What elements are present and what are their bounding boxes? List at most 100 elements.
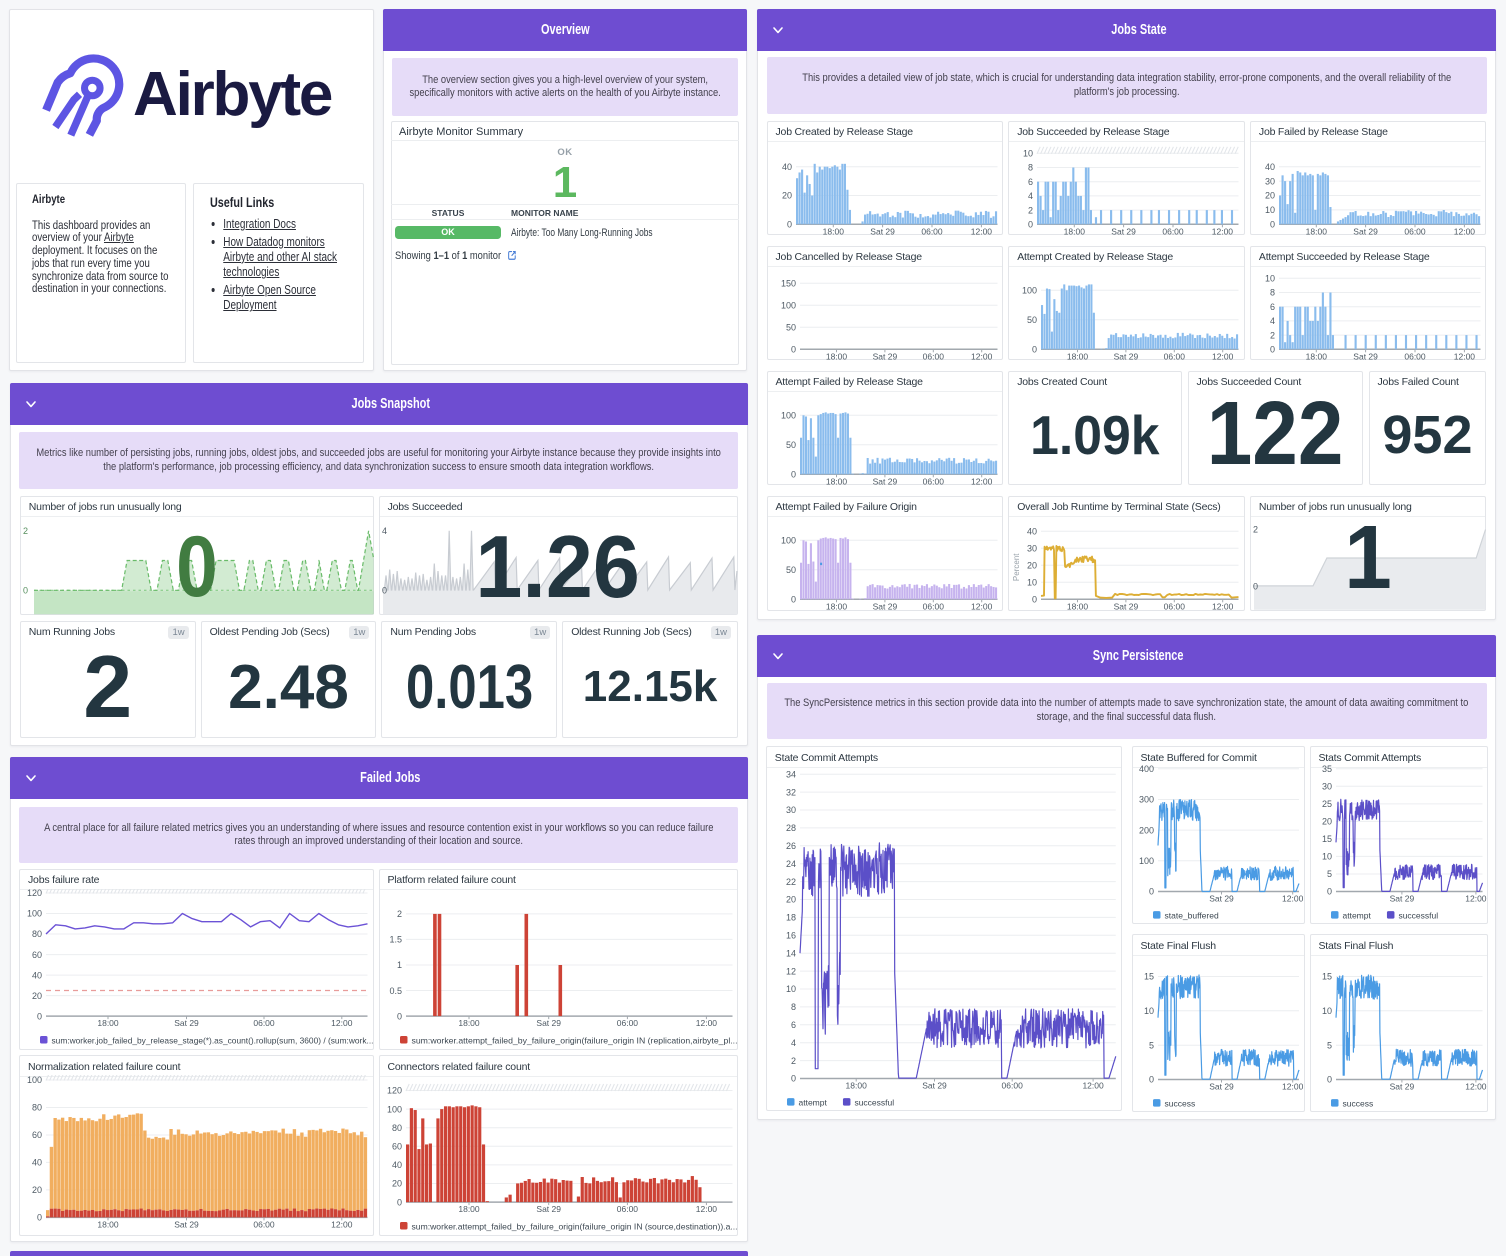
svg-text:06:00: 06:00 — [922, 601, 944, 611]
svg-text:Sat 29: Sat 29 — [1209, 1082, 1234, 1092]
svg-text:0: 0 — [23, 585, 28, 595]
svg-text:sum:worker.attempt_failed_by_f: sum:worker.attempt_failed_by_failure_ori… — [411, 1035, 737, 1045]
svg-text:attempt: attempt — [1342, 911, 1371, 921]
svg-text:30: 30 — [1321, 782, 1331, 792]
svg-text:80: 80 — [391, 1123, 401, 1133]
svg-text:Sat 29: Sat 29 — [536, 1204, 561, 1214]
svg-text:20: 20 — [32, 1185, 42, 1195]
svg-text:6: 6 — [1028, 176, 1033, 186]
svg-text:15: 15 — [1321, 834, 1331, 844]
svg-text:4: 4 — [1270, 316, 1275, 326]
svg-text:18:00: 18:00 — [1306, 226, 1328, 236]
svg-text:12:00: 12:00 — [971, 601, 993, 611]
svg-text:0: 0 — [791, 1074, 796, 1084]
svg-text:12:00: 12:00 — [1212, 351, 1234, 361]
svg-text:Sat 29: Sat 29 — [1353, 226, 1378, 236]
svg-text:0: 0 — [1270, 219, 1275, 229]
svg-text:12:00: 12:00 — [971, 476, 993, 486]
svg-text:24: 24 — [786, 859, 796, 869]
svg-text:150: 150 — [780, 278, 795, 288]
svg-text:30: 30 — [1027, 543, 1037, 553]
svg-text:20: 20 — [1265, 190, 1275, 200]
svg-text:0: 0 — [1326, 1075, 1331, 1085]
svg-text:12:00: 12:00 — [971, 351, 993, 361]
svg-text:0: 0 — [1326, 887, 1331, 897]
svg-text:Sat 29: Sat 29 — [1111, 226, 1136, 236]
svg-text:6: 6 — [791, 1020, 796, 1030]
svg-text:0: 0 — [382, 585, 387, 595]
svg-text:14: 14 — [786, 949, 796, 959]
svg-text:Sat 29: Sat 29 — [1114, 351, 1139, 361]
svg-text:34: 34 — [786, 770, 796, 780]
svg-text:18:00: 18:00 — [1306, 351, 1328, 361]
svg-text:5: 5 — [1326, 1041, 1331, 1051]
svg-text:15: 15 — [1143, 972, 1153, 982]
svg-text:12: 12 — [786, 966, 796, 976]
svg-text:5: 5 — [1148, 1041, 1153, 1051]
svg-text:Sat 29: Sat 29 — [1353, 351, 1378, 361]
svg-text:12:00: 12:00 — [1282, 894, 1304, 904]
svg-text:06:00: 06:00 — [616, 1018, 638, 1028]
svg-text:4: 4 — [791, 1038, 796, 1048]
svg-text:100: 100 — [27, 1076, 42, 1086]
svg-text:10: 10 — [1023, 148, 1033, 158]
svg-text:1: 1 — [396, 960, 401, 970]
svg-text:40: 40 — [32, 970, 42, 980]
svg-text:2: 2 — [1028, 205, 1033, 215]
svg-text:40: 40 — [781, 161, 791, 171]
svg-text:18:00: 18:00 — [458, 1204, 480, 1214]
svg-text:0: 0 — [1270, 344, 1275, 354]
svg-text:06:00: 06:00 — [616, 1204, 638, 1214]
svg-text:Sat 29: Sat 29 — [872, 476, 897, 486]
svg-text:100: 100 — [386, 1105, 401, 1115]
svg-text:06:00: 06:00 — [1001, 1081, 1023, 1091]
svg-text:200: 200 — [1138, 825, 1153, 835]
svg-text:0: 0 — [37, 1011, 42, 1021]
svg-text:100: 100 — [1138, 856, 1153, 866]
svg-text:06:00: 06:00 — [922, 351, 944, 361]
svg-text:80: 80 — [32, 929, 42, 939]
svg-text:Sat 29: Sat 29 — [1389, 894, 1414, 904]
svg-text:50: 50 — [785, 322, 795, 332]
svg-text:120: 120 — [386, 1086, 401, 1096]
svg-text:15: 15 — [1321, 972, 1331, 982]
svg-text:10: 10 — [1321, 1006, 1331, 1016]
svg-text:18: 18 — [786, 913, 796, 923]
svg-text:20: 20 — [1027, 560, 1037, 570]
svg-text:06:00: 06:00 — [922, 476, 944, 486]
svg-text:4: 4 — [382, 525, 387, 535]
svg-text:10: 10 — [1027, 577, 1037, 587]
svg-text:12:00: 12:00 — [1454, 351, 1476, 361]
svg-text:100: 100 — [780, 535, 795, 545]
svg-text:26: 26 — [786, 841, 796, 851]
svg-text:12:00: 12:00 — [695, 1204, 717, 1214]
svg-text:400: 400 — [1138, 764, 1153, 774]
svg-text:1.5: 1.5 — [389, 934, 402, 944]
svg-text:40: 40 — [32, 1158, 42, 1168]
svg-text:12:00: 12:00 — [1212, 601, 1234, 611]
svg-text:40: 40 — [1027, 526, 1037, 536]
svg-text:18:00: 18:00 — [1067, 601, 1089, 611]
svg-text:10: 10 — [1321, 852, 1331, 862]
svg-text:18:00: 18:00 — [458, 1018, 480, 1028]
svg-text:100: 100 — [780, 300, 795, 310]
svg-text:12:00: 12:00 — [1282, 1082, 1304, 1092]
svg-text:attempt: attempt — [798, 1098, 827, 1108]
svg-text:20: 20 — [32, 990, 42, 1000]
svg-text:60: 60 — [32, 949, 42, 959]
svg-text:20: 20 — [391, 1179, 401, 1189]
svg-text:Sat 29: Sat 29 — [1209, 894, 1234, 904]
svg-text:06:00: 06:00 — [1163, 226, 1185, 236]
svg-text:0: 0 — [1028, 219, 1033, 229]
svg-text:10: 10 — [786, 984, 796, 994]
svg-text:0: 0 — [396, 1011, 401, 1021]
svg-text:120: 120 — [27, 889, 42, 898]
svg-text:0: 0 — [786, 219, 791, 229]
svg-text:2: 2 — [1270, 330, 1275, 340]
svg-text:4: 4 — [1028, 191, 1033, 201]
svg-text:Sat 29: Sat 29 — [174, 1018, 199, 1028]
svg-text:12:00: 12:00 — [331, 1220, 353, 1230]
svg-text:18:00: 18:00 — [97, 1018, 119, 1028]
svg-text:0.5: 0.5 — [389, 985, 402, 995]
svg-text:2: 2 — [791, 1056, 796, 1066]
